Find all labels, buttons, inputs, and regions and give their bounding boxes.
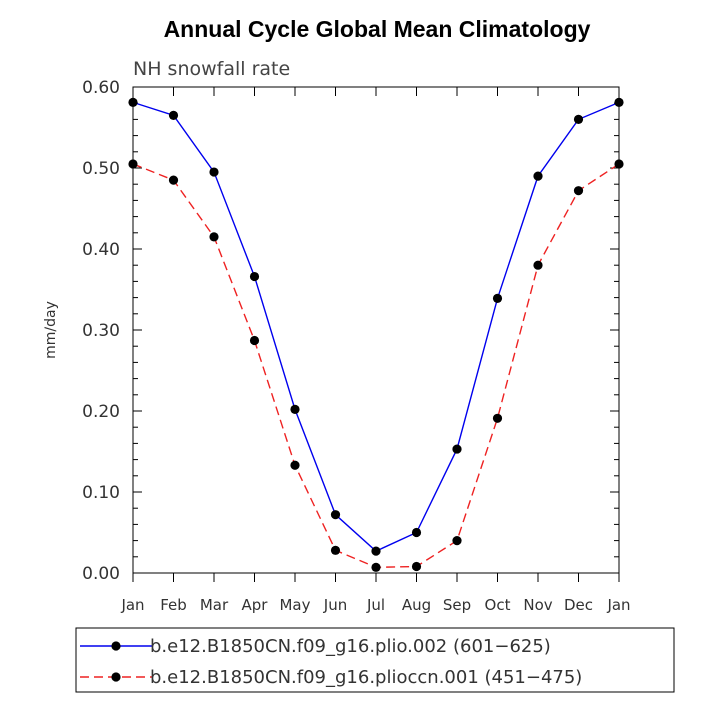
data-point (411, 561, 422, 572)
chart-subtitle: NH snowfall rate (133, 58, 290, 80)
x-tick-labels: Jan Feb Mar Apr May Jun Jul Aug Sep Oct Nov Dec Jan (120, 596, 630, 614)
data-point (371, 562, 381, 572)
x-tick-label: Nov (523, 596, 552, 614)
x-tick-label: Apr (242, 596, 269, 614)
data-point (452, 444, 462, 454)
legend: b.e12.B1850CN.f09_g16.plio.002 (601−625)… (80, 636, 582, 688)
x-tick-label: Jan (606, 596, 630, 614)
y-tick-label: 0.30 (82, 321, 120, 341)
y-tick-label: 0.50 (82, 159, 120, 179)
series-line (132, 163, 620, 569)
data-point (168, 110, 179, 120)
x-tick-label: Jan (120, 596, 144, 614)
y-axis-label: mm/day (43, 301, 59, 359)
data-point (330, 545, 341, 555)
data-point (492, 413, 503, 423)
y-tick-label: 0.60 (82, 78, 120, 98)
x-tick-label: Jul (366, 596, 385, 614)
legend-box (75, 627, 675, 693)
data-point (168, 175, 179, 185)
legend-marker (111, 672, 121, 682)
data-point (614, 97, 624, 107)
data-point (128, 159, 138, 169)
data-point (371, 546, 381, 556)
data-point (614, 159, 624, 169)
series-group (128, 97, 624, 572)
data-point (249, 335, 260, 346)
data-point (330, 510, 341, 520)
x-tick-label: May (279, 596, 310, 614)
data-point (290, 404, 300, 414)
y-tick-labels: 0.00 0.10 0.20 0.30 0.40 0.50 0.60 (82, 78, 120, 584)
x-tick-label: Oct (485, 596, 511, 614)
x-tick-label: Jun (323, 596, 347, 614)
y-tick-label: 0.40 (82, 240, 120, 260)
data-point (249, 271, 260, 282)
legend-label: b.e12.B1850CN.f09_g16.plioccn.001 (451−4… (150, 667, 582, 688)
data-point (573, 114, 584, 124)
x-tick-label: Sep (443, 596, 471, 614)
legend-label: b.e12.B1850CN.f09_g16.plio.002 (601−625) (150, 636, 551, 657)
y-tick-label: 0.20 (82, 402, 120, 422)
data-point (290, 460, 300, 470)
data-point (533, 260, 543, 270)
data-point (209, 167, 219, 177)
legend-marker (111, 641, 121, 651)
y-tick-label: 0.10 (82, 483, 120, 503)
x-tick-label: Mar (200, 596, 229, 614)
data-point (209, 232, 219, 242)
series-line (132, 101, 620, 552)
data-point (492, 293, 503, 304)
x-tick-label: Feb (160, 596, 187, 614)
chart-title: Annual Cycle Global Mean Climatology (164, 16, 591, 42)
x-tick-label: Dec (564, 596, 593, 614)
data-point (573, 186, 584, 196)
data-point (452, 536, 462, 546)
y-tick-label: 0.00 (82, 564, 120, 584)
data-point (128, 97, 138, 107)
data-point (411, 527, 422, 538)
data-point (533, 171, 543, 181)
x-tick-label: Aug (402, 596, 431, 614)
